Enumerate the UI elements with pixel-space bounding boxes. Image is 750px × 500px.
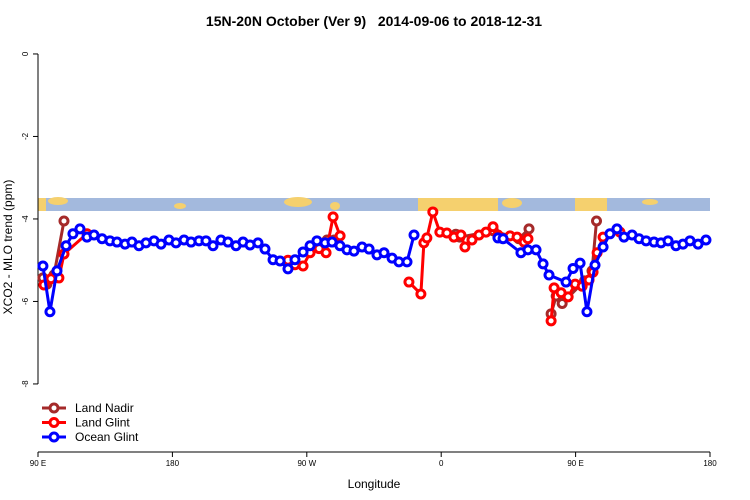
x-tick-label: 0 — [439, 459, 444, 468]
point — [252, 237, 264, 249]
chart-title: 15N-20N October (Ver 9) 2014-09-06 to 20… — [206, 13, 542, 29]
legend-label: Ocean Glint — [75, 430, 139, 444]
point — [589, 259, 601, 271]
point — [459, 241, 471, 253]
point — [497, 233, 509, 245]
point — [574, 257, 586, 269]
point — [591, 215, 603, 227]
point — [548, 282, 560, 294]
legend-label: Land Glint — [75, 416, 130, 430]
point — [511, 231, 523, 243]
point — [37, 260, 49, 272]
y-tick-label: -8 — [21, 380, 30, 388]
point — [274, 255, 286, 267]
point — [560, 276, 572, 288]
point — [304, 240, 316, 252]
point — [537, 258, 549, 270]
point — [597, 241, 609, 253]
point — [320, 247, 332, 259]
point — [403, 276, 415, 288]
point — [415, 288, 427, 300]
point — [556, 298, 568, 310]
point — [692, 238, 704, 250]
point — [401, 256, 413, 268]
point — [67, 228, 79, 240]
point — [604, 228, 616, 240]
point — [297, 260, 309, 272]
point — [523, 223, 535, 235]
y-tick-label: -6 — [21, 297, 30, 305]
legend-marker — [48, 402, 60, 414]
point — [530, 244, 542, 256]
point — [289, 254, 301, 266]
point — [327, 211, 339, 223]
point — [522, 233, 534, 245]
point — [378, 247, 390, 259]
point — [88, 229, 100, 241]
point — [259, 243, 271, 255]
point — [363, 243, 375, 255]
point — [427, 206, 439, 218]
point — [200, 235, 212, 247]
y-tick-label: 0 — [21, 51, 30, 56]
x-axis-label: Longitude — [348, 477, 401, 491]
map-strip — [38, 197, 710, 211]
point — [58, 215, 70, 227]
x-tick-label: 180 — [166, 459, 180, 468]
point — [487, 221, 499, 233]
x-tick-label: 90 E — [30, 459, 46, 468]
legend-label: Land Nadir — [75, 401, 134, 415]
point — [662, 235, 674, 247]
point — [480, 226, 492, 238]
y-axis-label: XCO2 - MLO trend (ppm) — [1, 180, 15, 315]
point — [466, 234, 478, 246]
point — [297, 246, 309, 258]
point — [455, 229, 467, 241]
x-tick-label: 180 — [703, 459, 717, 468]
y-tick-label: -4 — [21, 215, 30, 223]
point — [567, 262, 579, 274]
legend-marker — [48, 431, 60, 443]
point — [408, 229, 420, 241]
point — [44, 306, 56, 318]
point — [282, 263, 294, 275]
point — [74, 223, 86, 235]
point — [348, 245, 360, 257]
point — [543, 269, 555, 281]
point — [60, 240, 72, 252]
point — [421, 232, 433, 244]
point — [51, 265, 63, 277]
legend-marker — [48, 417, 60, 428]
point — [207, 240, 219, 252]
point — [611, 223, 623, 235]
point — [222, 236, 234, 248]
y-tick-label: -2 — [21, 132, 30, 140]
point — [155, 238, 167, 250]
point — [562, 291, 574, 303]
point — [545, 315, 557, 327]
x-tick-label: 90 E — [567, 459, 583, 468]
point — [334, 230, 346, 242]
point — [700, 234, 712, 246]
x-tick-label: 90 W — [297, 459, 316, 468]
point — [581, 306, 593, 318]
